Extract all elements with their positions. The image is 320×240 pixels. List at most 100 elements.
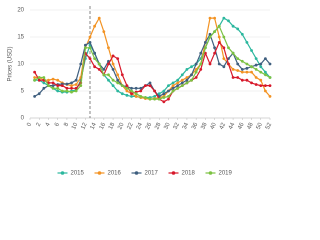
point bbox=[203, 41, 207, 44]
point bbox=[79, 62, 83, 66]
point bbox=[245, 70, 249, 74]
point bbox=[33, 95, 37, 98]
y-tick-label: 0 bbox=[21, 116, 25, 122]
point bbox=[236, 76, 240, 79]
y-tick-label: 10 bbox=[17, 62, 24, 68]
point bbox=[93, 65, 97, 69]
point bbox=[245, 62, 249, 66]
point bbox=[162, 96, 166, 99]
point bbox=[97, 68, 101, 71]
point bbox=[208, 35, 212, 39]
point bbox=[259, 78, 263, 82]
point bbox=[33, 76, 37, 79]
point bbox=[70, 81, 73, 85]
point bbox=[97, 16, 101, 20]
point bbox=[250, 49, 253, 52]
x-tick-label: 26 bbox=[145, 121, 154, 130]
point bbox=[245, 66, 249, 70]
point bbox=[227, 46, 230, 50]
point bbox=[185, 78, 189, 82]
point bbox=[240, 32, 244, 36]
point bbox=[111, 84, 115, 87]
point bbox=[227, 19, 230, 23]
point bbox=[70, 86, 73, 90]
point bbox=[125, 84, 129, 87]
point bbox=[203, 46, 207, 50]
x-tick-label: 4 bbox=[45, 121, 52, 127]
x-tick-label: 20 bbox=[117, 121, 126, 130]
point bbox=[176, 86, 180, 90]
x-tick-label: 46 bbox=[237, 121, 246, 130]
point bbox=[171, 84, 175, 87]
point bbox=[157, 97, 161, 101]
point bbox=[180, 84, 184, 87]
point bbox=[162, 92, 166, 96]
point bbox=[125, 93, 129, 97]
y-tick-label: 5 bbox=[21, 89, 25, 95]
point bbox=[60, 84, 64, 87]
point bbox=[263, 84, 267, 87]
point bbox=[185, 68, 189, 71]
point bbox=[107, 62, 110, 66]
x-tick-label: 48 bbox=[247, 121, 256, 130]
point bbox=[208, 62, 212, 66]
point bbox=[208, 16, 212, 20]
point bbox=[33, 70, 37, 74]
point bbox=[231, 24, 235, 28]
point bbox=[56, 84, 60, 87]
point bbox=[263, 89, 267, 93]
point bbox=[227, 57, 230, 60]
point bbox=[42, 86, 46, 90]
x-tick-label: 22 bbox=[127, 121, 136, 130]
point bbox=[74, 86, 78, 90]
point bbox=[56, 86, 60, 90]
point bbox=[217, 41, 221, 44]
x-tick-label: 14 bbox=[90, 121, 99, 130]
point bbox=[107, 78, 110, 82]
series-line bbox=[34, 32, 271, 98]
point bbox=[245, 41, 249, 44]
point bbox=[79, 84, 83, 87]
point bbox=[199, 62, 203, 66]
point bbox=[167, 95, 170, 98]
point bbox=[88, 57, 92, 60]
point bbox=[240, 78, 244, 82]
point bbox=[171, 81, 175, 85]
point bbox=[213, 30, 217, 33]
point bbox=[222, 57, 226, 60]
point bbox=[176, 81, 180, 85]
point bbox=[116, 73, 120, 77]
x-tick-label: 30 bbox=[163, 121, 172, 130]
point bbox=[111, 62, 115, 66]
point bbox=[217, 24, 221, 28]
x-tick-label: 38 bbox=[200, 121, 209, 130]
x-tick-label: 34 bbox=[182, 121, 191, 130]
point bbox=[227, 62, 230, 66]
point bbox=[83, 46, 87, 50]
point bbox=[116, 78, 120, 82]
x-tick-label: 52 bbox=[265, 121, 274, 130]
series-line bbox=[34, 25, 271, 100]
point bbox=[194, 62, 198, 66]
point bbox=[74, 78, 78, 82]
point bbox=[231, 68, 235, 71]
point bbox=[74, 83, 78, 86]
x-tick-label: 10 bbox=[71, 121, 80, 130]
point bbox=[65, 82, 69, 86]
x-tick-label: 42 bbox=[219, 121, 228, 130]
x-tick-label: 12 bbox=[80, 121, 89, 130]
point bbox=[222, 16, 226, 20]
point bbox=[263, 70, 267, 74]
legend-label: 2015 bbox=[71, 171, 85, 177]
series-line bbox=[34, 41, 270, 103]
point bbox=[42, 76, 46, 79]
series-line bbox=[34, 17, 271, 99]
point bbox=[107, 46, 110, 50]
point bbox=[102, 30, 106, 33]
point bbox=[194, 76, 198, 79]
point bbox=[148, 81, 152, 85]
point bbox=[130, 92, 133, 96]
x-tick-label: 24 bbox=[136, 121, 145, 130]
legend-marker bbox=[171, 171, 176, 175]
point bbox=[65, 86, 69, 90]
